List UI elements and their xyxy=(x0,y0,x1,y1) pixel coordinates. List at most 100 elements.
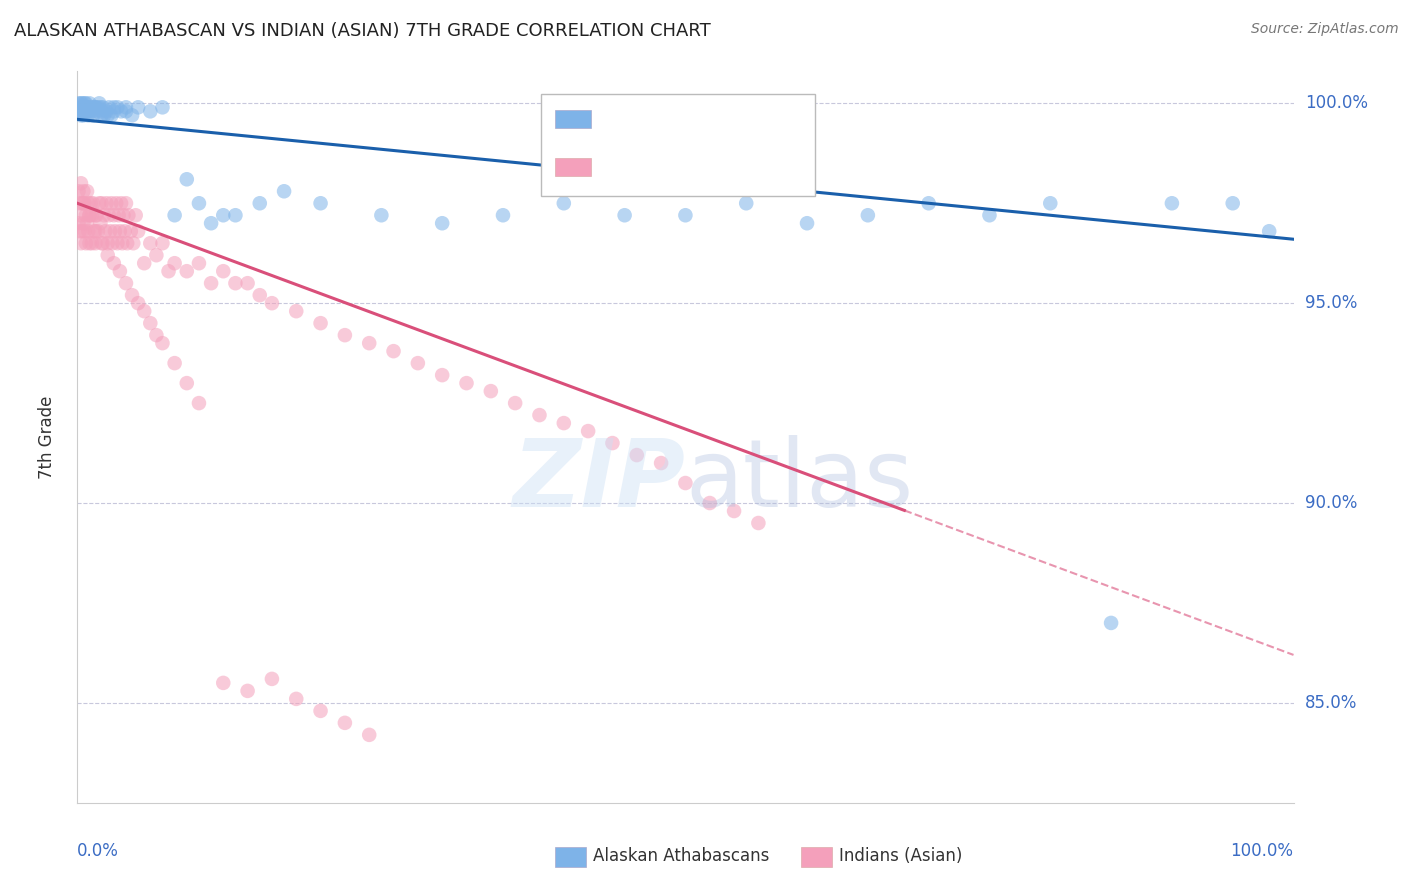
Point xyxy=(80,104,103,119)
Point xyxy=(110,196,132,211)
Point xyxy=(370,208,392,222)
Point xyxy=(90,108,112,122)
Point xyxy=(188,396,211,410)
Point xyxy=(79,236,101,251)
Point xyxy=(115,196,138,211)
Point xyxy=(122,236,145,251)
Point xyxy=(94,224,117,238)
Point xyxy=(139,316,162,330)
Point xyxy=(90,104,112,119)
Text: atlas: atlas xyxy=(686,435,914,527)
Point xyxy=(152,100,174,114)
Point xyxy=(1258,224,1281,238)
Point xyxy=(699,496,721,510)
Point xyxy=(456,376,478,391)
Point xyxy=(1099,615,1122,630)
Y-axis label: 7th Grade: 7th Grade xyxy=(38,395,56,479)
Point xyxy=(115,276,138,290)
Point xyxy=(70,104,93,119)
Point xyxy=(430,368,453,383)
Point xyxy=(249,288,271,302)
Point xyxy=(176,264,198,278)
Point xyxy=(89,196,111,211)
Point xyxy=(75,96,97,111)
Point xyxy=(735,196,758,211)
Point xyxy=(139,236,162,251)
Point xyxy=(125,208,148,222)
Point xyxy=(309,196,332,211)
Point xyxy=(112,208,135,222)
Point xyxy=(110,104,132,119)
Point xyxy=(73,104,96,119)
Point xyxy=(97,236,120,251)
Point xyxy=(134,304,156,318)
Point xyxy=(72,196,94,211)
Point xyxy=(103,208,125,222)
Point xyxy=(111,236,134,251)
Point xyxy=(67,96,90,111)
Point xyxy=(359,728,381,742)
Point xyxy=(75,208,97,222)
Text: R = -0.353   N = 117: R = -0.353 N = 117 xyxy=(602,158,806,176)
Point xyxy=(576,424,599,438)
Point xyxy=(76,216,98,230)
Point xyxy=(127,224,149,238)
Point xyxy=(80,236,103,251)
Point xyxy=(82,196,104,211)
Point xyxy=(79,96,101,111)
Point xyxy=(70,104,93,119)
Point xyxy=(103,100,125,114)
Point xyxy=(249,196,271,211)
Point xyxy=(70,96,93,111)
Point xyxy=(260,296,283,310)
Point xyxy=(82,108,104,122)
Point xyxy=(84,100,107,114)
Point xyxy=(89,100,111,114)
Point xyxy=(200,276,222,290)
Text: Alaskan Athabascans: Alaskan Athabascans xyxy=(593,847,769,865)
Point xyxy=(70,208,93,222)
Point xyxy=(84,236,107,251)
Point xyxy=(145,328,167,343)
Point xyxy=(650,456,672,470)
Point xyxy=(107,236,129,251)
Point xyxy=(67,216,90,230)
Point xyxy=(163,256,186,270)
Point xyxy=(115,104,138,119)
Point xyxy=(72,100,94,114)
Point xyxy=(90,236,112,251)
Text: Source: ZipAtlas.com: Source: ZipAtlas.com xyxy=(1251,22,1399,37)
Point xyxy=(86,208,108,222)
Point xyxy=(107,100,129,114)
Point xyxy=(747,516,769,530)
Text: Indians (Asian): Indians (Asian) xyxy=(839,847,963,865)
Point xyxy=(626,448,648,462)
Point xyxy=(75,236,97,251)
Point xyxy=(796,216,818,230)
Point xyxy=(918,196,941,211)
Point xyxy=(430,216,453,230)
Point xyxy=(104,224,127,238)
Point xyxy=(236,276,259,290)
Point xyxy=(93,108,115,122)
Point xyxy=(212,264,235,278)
Point xyxy=(75,100,97,114)
Point xyxy=(333,328,356,343)
Point xyxy=(260,672,283,686)
Point xyxy=(98,224,121,238)
Point xyxy=(72,216,94,230)
Point xyxy=(93,208,115,222)
Point xyxy=(101,236,124,251)
Point xyxy=(73,196,96,211)
Point xyxy=(120,224,142,238)
Point xyxy=(121,288,143,302)
Point xyxy=(100,108,122,122)
Point xyxy=(70,196,93,211)
Point xyxy=(188,196,211,211)
Point xyxy=(83,224,105,238)
Point xyxy=(69,104,91,119)
Point xyxy=(84,224,107,238)
Point xyxy=(176,376,198,391)
Point xyxy=(553,416,575,430)
Point xyxy=(103,256,125,270)
